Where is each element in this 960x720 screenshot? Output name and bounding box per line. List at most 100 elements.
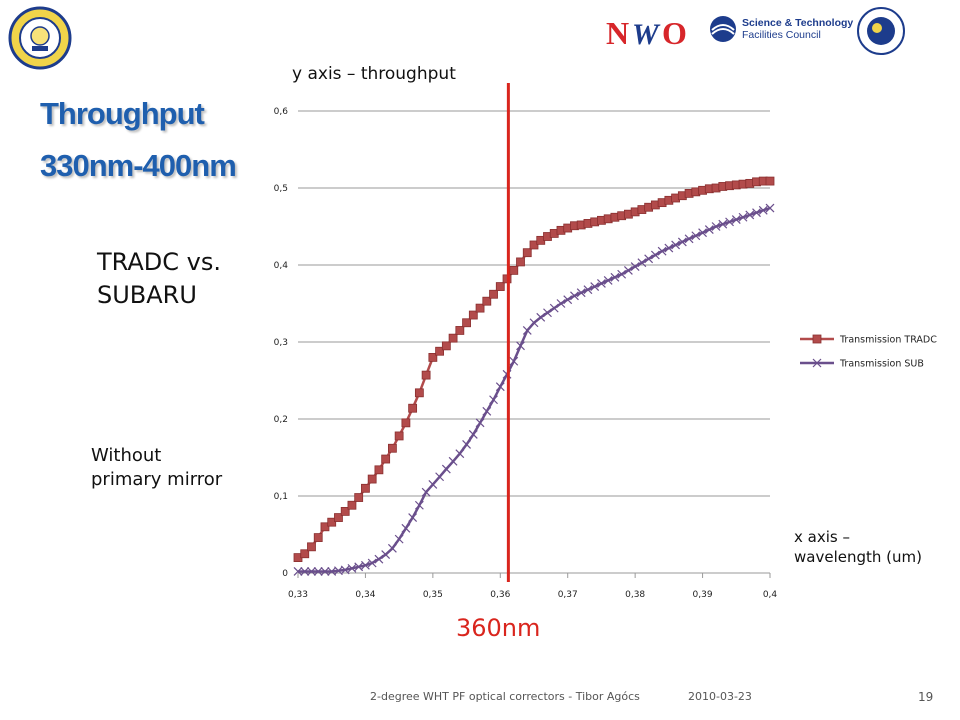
data-point-stroke: [711, 222, 721, 231]
data-point: [745, 210, 755, 220]
data-point: [394, 534, 404, 544]
marker-label: 360nm: [456, 614, 541, 642]
y-tick-label: 0: [282, 569, 288, 579]
data-point-stroke: [300, 567, 310, 576]
data-point: [374, 554, 384, 564]
data-point-stroke: [354, 562, 364, 572]
data-point: [347, 563, 357, 573]
chart-grid: [298, 110, 770, 574]
data-point: [468, 429, 478, 439]
data-point: [630, 262, 640, 271]
observatory-seal: [856, 6, 906, 56]
data-point-stroke: [718, 219, 728, 229]
data-point: [354, 562, 364, 572]
comparison-label: TRADC vs. SUBARU: [97, 246, 221, 312]
footer-text: 2-degree WHT PF optical correctors - Tib…: [370, 690, 640, 703]
data-point-stroke: [590, 282, 600, 291]
data-point: [677, 237, 687, 247]
data-point: [556, 299, 566, 308]
data-point-stroke: [320, 567, 330, 576]
x-axis-note-line-1: x axis –: [794, 528, 850, 546]
data-point-stroke: [455, 449, 465, 459]
data-point: [704, 225, 714, 235]
data-point: [765, 176, 775, 186]
data-point: [408, 403, 418, 413]
data-point: [300, 567, 310, 576]
data-point: [354, 493, 364, 502]
isaac-newton-group-seal: [8, 6, 72, 70]
svg-text:O: O: [662, 15, 687, 50]
data-point: [320, 522, 330, 532]
data-point-stroke: [704, 225, 714, 235]
data-point-stroke: [414, 500, 424, 510]
y-tick-label: 0,1: [274, 492, 288, 502]
data-point: [421, 487, 431, 497]
title-line-1: Throughput: [40, 96, 205, 131]
x-tick-label: 0,39: [693, 590, 713, 600]
data-point-stroke: [387, 543, 397, 553]
data-point-stroke: [597, 279, 606, 288]
data-point: [441, 341, 451, 351]
data-point: [448, 456, 458, 466]
data-point: [597, 279, 606, 288]
data-point: [637, 258, 647, 268]
legend-label: Transmission TRADC: [839, 335, 937, 346]
data-point: [495, 382, 505, 392]
data-point: [549, 303, 559, 313]
data-point: [455, 449, 465, 459]
data-point-stroke: [529, 318, 539, 328]
data-point-stroke: [657, 246, 667, 256]
data-point-stroke: [347, 563, 357, 573]
data-point-stroke: [334, 566, 343, 576]
data-point: [752, 208, 761, 218]
x-tick-label: 0,34: [355, 590, 375, 600]
x-tick-label: 0,36: [490, 590, 510, 600]
data-point-stroke: [536, 312, 546, 322]
data-point: [495, 282, 505, 291]
data-point-stroke: [408, 513, 418, 522]
data-point-stroke: [394, 534, 404, 544]
data-point: [691, 231, 701, 241]
svg-text:W: W: [632, 18, 661, 50]
data-point: [529, 240, 539, 250]
data-point-stroke: [313, 567, 323, 576]
data-point: [522, 248, 532, 258]
data-point-stroke: [630, 262, 640, 271]
stfc-line2: Facilities Council: [742, 29, 821, 41]
data-point: [313, 567, 323, 576]
data-point-stroke: [327, 567, 337, 576]
data-point: [536, 312, 546, 322]
data-point-stroke: [293, 567, 303, 576]
data-point-stroke: [543, 308, 552, 318]
data-point: [367, 558, 377, 568]
data-point: [387, 443, 397, 453]
stfc-line1: Science & Technology: [742, 17, 854, 29]
data-point: [650, 250, 660, 260]
data-point: [401, 523, 411, 533]
data-point-stroke: [765, 203, 775, 213]
data-point-stroke: [677, 237, 687, 247]
data-point-stroke: [495, 382, 505, 392]
data-point: [340, 506, 350, 516]
data-point: [374, 465, 384, 475]
page-number: 19: [918, 690, 934, 704]
data-point: [576, 288, 586, 298]
data-point-stroke: [570, 291, 579, 301]
data-point-stroke: [482, 406, 492, 416]
data-point-stroke: [583, 285, 593, 295]
data-point: [698, 228, 707, 238]
data-point: [610, 272, 620, 282]
data-point: [401, 418, 411, 428]
data-point: [387, 543, 397, 553]
data-point-stroke: [435, 472, 445, 482]
data-point-stroke: [468, 429, 478, 439]
data-point-stroke: [644, 254, 654, 264]
data-point: [617, 269, 627, 279]
y-tick-label: 0,5: [274, 184, 288, 194]
data-point: [320, 567, 330, 576]
footer-date: 2010-03-23: [688, 690, 752, 703]
data-point-stroke: [576, 288, 586, 298]
data-point-stroke: [684, 234, 694, 244]
data-point: [468, 310, 478, 320]
data-point: [340, 565, 350, 575]
